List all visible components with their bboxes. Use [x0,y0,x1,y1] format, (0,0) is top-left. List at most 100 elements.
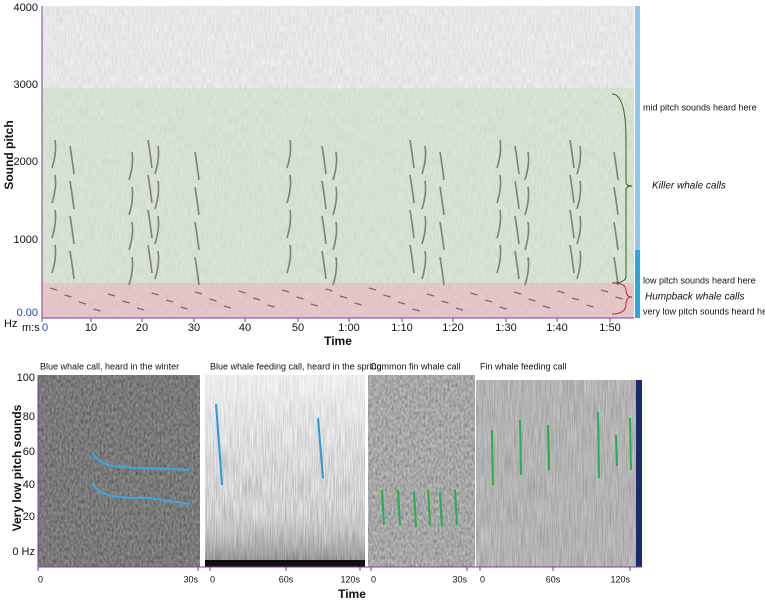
call-streak [576,180,582,210]
call-streak [409,244,415,274]
humpback-streak [310,303,319,307]
humpback-streak [238,290,246,294]
call-streak [569,174,575,204]
humpback-streak [470,292,478,296]
humpback-streak [122,300,130,304]
call-streak [613,186,619,216]
x-tick-label: 1:50 [599,322,620,334]
call-streak [147,174,153,204]
humpback-streak [557,290,565,294]
call-streak [128,256,134,286]
x-tick-label: 0 [42,322,48,334]
humpback-streak [78,301,87,305]
call-streak [613,221,619,251]
x-tick-label: 1:30 [495,322,516,334]
low-pitch-band [42,283,634,318]
call-trace [91,451,191,505]
call-streak [51,174,57,204]
humpback-streak [586,304,594,308]
call-streak [496,174,502,204]
call-streak [194,186,200,216]
call-streak [409,209,415,239]
humpback-streak [528,298,536,302]
call-streak [524,186,530,216]
x-axis-label: Time [324,334,352,348]
call-streak [321,250,327,280]
call-streak [69,215,75,245]
level-bar-high [635,250,640,318]
call-streak [439,186,445,216]
call-streak [514,180,520,210]
spectrogram [368,375,475,567]
call-streak [286,209,292,239]
call-streaks [49,139,623,312]
level-bar [635,6,640,318]
call-trace [491,411,632,486]
humpback-streak [165,299,174,303]
x-tick-label: 30s [452,574,467,584]
y-tick-label: 0.00 [17,307,38,319]
humpback-streak [296,296,304,300]
humpback-streak [151,292,159,296]
edge-bar [636,380,642,567]
call-streak [51,139,57,169]
panel-3 [368,375,475,567]
call-streak [514,145,520,175]
call-streak [496,209,502,239]
call-streak [147,244,153,274]
call-streak [332,221,338,251]
call-streak [147,139,153,169]
humpback-streak [484,299,493,303]
call-streak [576,250,582,280]
call-streak [569,209,575,239]
call-streak [321,145,327,175]
call-streak [439,256,445,286]
humpback-bracket [611,282,633,315]
humpback-streak [426,293,435,297]
call-streak [514,215,520,245]
y-unit: Hz [4,318,17,330]
tint [205,375,365,567]
humpback-streak [252,297,261,301]
humpback-streak [194,291,203,295]
humpback-streak [499,306,507,310]
call-streak [286,139,292,169]
call-streak [421,250,427,280]
x-tick-label: 1:00 [338,322,359,334]
call-streak [321,180,327,210]
humpback-streak [615,296,623,300]
annotation: mid pitch sounds heard here [643,102,757,112]
humpback-streak [383,294,391,298]
humpback-streak [600,289,609,293]
y-axis-label: Sound pitch [2,120,16,189]
humpback-streak [267,304,275,308]
call-streak [524,256,530,286]
y-tick-label: 40 [23,479,35,491]
x-tick-label: 1:40 [546,322,567,334]
humpback-streak [368,287,377,291]
humpback-streak [281,289,290,293]
call-streak [421,215,427,245]
panel-1 [38,375,200,567]
humpback-streak [571,297,580,301]
call-streak [154,145,160,175]
main-spectrogram [41,6,640,319]
panel-title: Common fin whale call [370,361,461,371]
x-tick-label: 30s [183,574,198,584]
call-streak [154,180,160,210]
call-streak [194,221,200,251]
y-tick-label: 3000 [14,79,38,91]
x-prefix: m:s [22,322,40,334]
spectrogram [476,380,636,567]
call-streak [128,186,134,216]
panel-title: Fin whale feeding call [480,361,567,371]
panel-2 [205,375,365,567]
x-tick-label: 60s [279,574,294,584]
y-axis-label: Very low pitch sounds [10,404,24,531]
humpback-streak [339,295,348,299]
tint [38,375,200,567]
call-streak [286,244,292,274]
call-streak [69,145,75,175]
y-tick-label: 1000 [14,234,38,246]
call-streak [51,244,57,274]
